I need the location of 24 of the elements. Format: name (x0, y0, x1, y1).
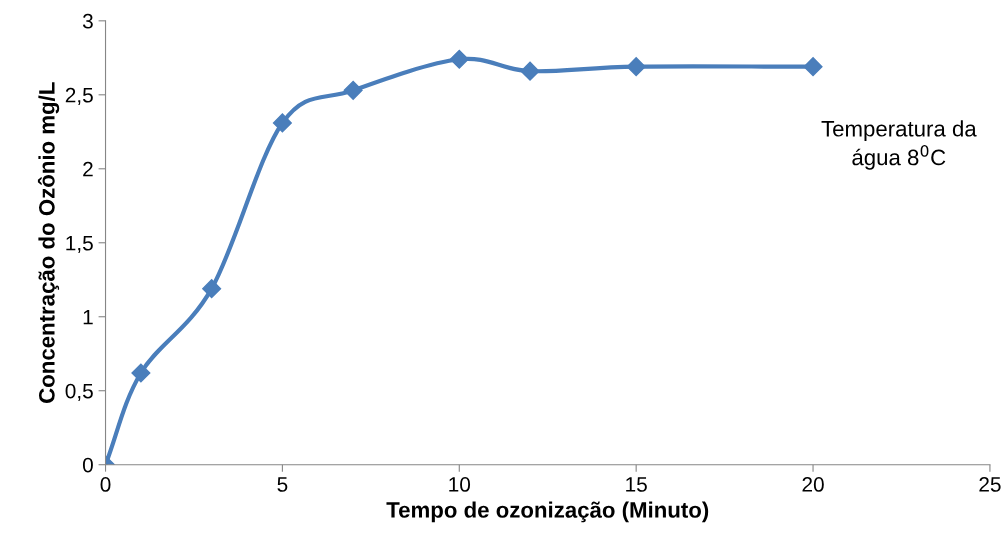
y-tick-label: 0 (82, 457, 93, 473)
y-tick-label: 2 (83, 161, 93, 177)
point (131, 363, 151, 383)
y-tick-label: 1,5 (66, 235, 93, 253)
x-tick-label: 10 (449, 477, 471, 492)
x-tick-label: 25 (979, 477, 1001, 492)
point (272, 113, 292, 133)
y-axis-title: Concentração do Ozônio mg/L (37, 82, 60, 403)
y-tick-label: 3 (82, 13, 93, 29)
x-tick-label: 0 (100, 477, 111, 492)
point (202, 279, 222, 299)
annotation: Temperatura da água 8$^{0}$C (821, 120, 977, 170)
x-tick-label: 5 (277, 477, 288, 492)
y-tick-label: 2,5 (65, 87, 93, 106)
point (626, 57, 646, 77)
y-tick-label: 1 (83, 309, 93, 325)
y-tick-label: 0,5 (65, 383, 93, 401)
point (449, 49, 469, 69)
x-tick-label: 20 (802, 477, 824, 492)
point (520, 61, 540, 81)
point (343, 80, 363, 100)
x-tick-label: 15 (626, 477, 647, 492)
point (803, 57, 823, 77)
x-axis-title: Tempo de ozonização (Minuto) (386, 501, 709, 523)
